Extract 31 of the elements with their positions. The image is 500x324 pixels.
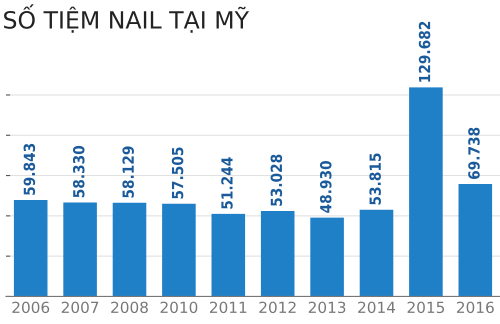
x-tick-label: 2013 bbox=[308, 302, 346, 314]
data-label: 48.930 bbox=[320, 161, 332, 213]
bar bbox=[458, 184, 492, 296]
x-tick-label: 2012 bbox=[259, 302, 296, 314]
bar bbox=[212, 214, 246, 296]
x-tick-label: 2015 bbox=[408, 302, 444, 314]
data-label: 53.028 bbox=[270, 154, 282, 206]
x-tick-label: 2008 bbox=[111, 302, 148, 314]
data-label: 69.738 bbox=[468, 128, 480, 180]
x-tick-label: 2016 bbox=[456, 302, 494, 314]
data-label: 58.330 bbox=[72, 146, 85, 198]
bar bbox=[14, 200, 48, 296]
chart-title: SỐ TIỆM NAIL TẠI MỸ bbox=[4, 4, 250, 33]
x-tick-label: 2010 bbox=[160, 302, 198, 314]
data-label: 59.843 bbox=[24, 144, 36, 195]
x-tick-label: 2014 bbox=[358, 302, 396, 314]
data-label: 58.129 bbox=[122, 146, 134, 198]
bar bbox=[63, 202, 97, 296]
data-label: 51.244 bbox=[221, 157, 233, 209]
bar bbox=[260, 210, 294, 296]
x-tick-label: 2011 bbox=[210, 302, 246, 314]
x-tick-label: 2006 bbox=[12, 302, 50, 314]
bar bbox=[112, 202, 146, 296]
bar bbox=[409, 87, 443, 296]
bar bbox=[162, 204, 196, 296]
data-label: 129.682 bbox=[418, 22, 430, 82]
bar bbox=[310, 218, 344, 296]
data-label: 57.505 bbox=[172, 148, 184, 199]
x-tick-label: 2007 bbox=[62, 302, 98, 314]
bar bbox=[360, 210, 394, 296]
data-label: 53.815 bbox=[369, 153, 381, 204]
